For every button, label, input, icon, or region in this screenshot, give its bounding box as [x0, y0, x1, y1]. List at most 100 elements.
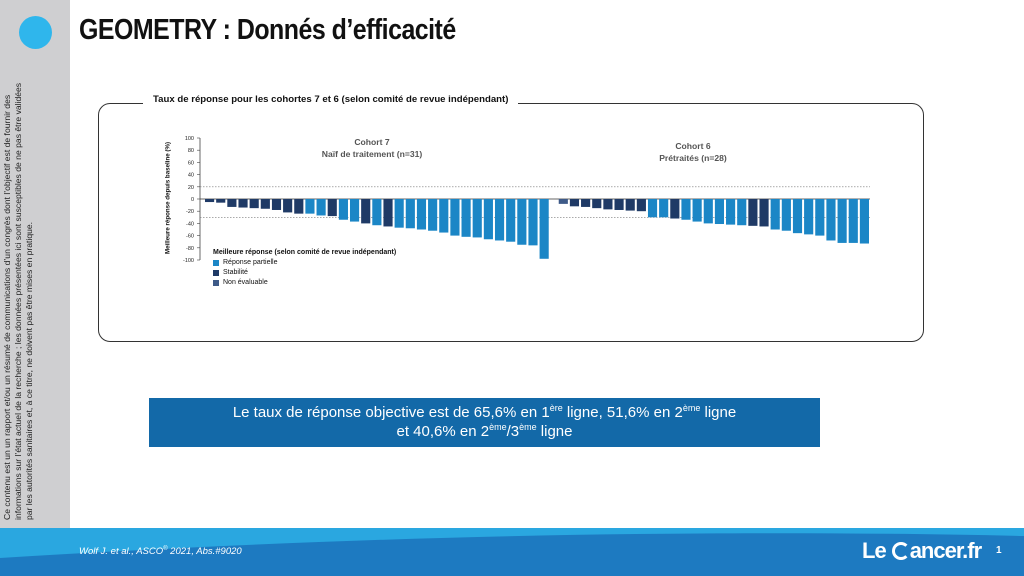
chart-bar	[294, 199, 304, 214]
logo-c-icon	[891, 542, 910, 560]
chart-bar	[625, 199, 635, 211]
chart-bar	[859, 199, 869, 244]
footer-bar	[0, 528, 1024, 576]
banner-text: /3	[506, 423, 520, 440]
banner-sup: ère	[549, 403, 563, 413]
chart-bar	[305, 199, 315, 214]
figure-frame-title: Taux de réponse pour les cohortes 7 et 6…	[143, 94, 519, 105]
banner-sup: ème	[489, 422, 507, 432]
chart-bar	[517, 199, 527, 245]
cohort-7-label: Cohort 7 Naïf de traitement (n=31)	[302, 136, 442, 160]
chart-bar	[848, 199, 858, 243]
cohort-7-subtitle: Naïf de traitement (n=31)	[321, 149, 423, 159]
y-tick-label: -40	[186, 221, 194, 227]
chart-bar	[483, 199, 493, 240]
legend-title: Meilleure réponse (selon comité de revue…	[213, 249, 397, 256]
chart-bar	[205, 199, 215, 203]
chart-bar	[528, 199, 538, 246]
chart-bar	[416, 199, 427, 230]
y-tick-label: 80	[188, 148, 194, 154]
banner-line-2: et 40,6% en 2ème/3ème ligne	[149, 422, 820, 441]
chart-bar	[216, 199, 226, 203]
chart-bar	[372, 199, 382, 226]
y-tick-label: 20	[188, 185, 194, 191]
logo-text-rest: ancer.fr	[909, 538, 982, 563]
chart-bar	[349, 199, 360, 222]
page-title: GEOMETRY : Donnés d’efficacité	[79, 14, 456, 46]
y-tick-label: 60	[188, 160, 194, 166]
legend-swatch-partial-response	[213, 260, 219, 266]
banner-text: ligne, 51,6% en 2	[562, 404, 683, 421]
cohort-6-label: Cohort 6 Prétraités (n=28)	[638, 140, 748, 164]
y-tick-label: -60	[186, 234, 194, 240]
chart-bar	[614, 199, 624, 210]
chart-bar	[770, 199, 780, 230]
citation-text: Wolf J. et al., ASCO	[79, 546, 164, 558]
chart-legend: Meilleure réponse (selon comité de revue…	[213, 248, 396, 288]
chart-bar	[748, 199, 758, 226]
cohort-6-name: Cohort 6	[675, 141, 711, 151]
legend-swatch-not-evaluable	[213, 280, 219, 286]
chart-bar	[260, 199, 270, 209]
chart-bar	[569, 199, 580, 207]
chart-bar	[636, 199, 646, 212]
chart-bar	[670, 199, 680, 219]
chart-bar	[792, 199, 803, 234]
chart-bar	[647, 199, 658, 218]
banner-line-1: Le taux de réponse objective est de 65,6…	[149, 403, 820, 422]
chart-bar	[461, 199, 471, 237]
chart-bar	[759, 199, 769, 227]
chart-bar	[271, 199, 282, 210]
chart-bar	[227, 199, 237, 207]
legend-label: Non évaluable	[223, 279, 268, 286]
chart-bar	[361, 199, 371, 224]
chart-bar	[603, 199, 613, 210]
citation-sup: ®	[163, 546, 168, 552]
chart-bar	[804, 199, 814, 235]
chart-bar	[283, 199, 293, 213]
chart-bar	[815, 199, 825, 236]
chart-bar	[439, 199, 449, 233]
banner-text: ligne	[536, 423, 573, 440]
chart-bar	[428, 199, 438, 231]
banner-text: ligne	[700, 404, 737, 421]
chart-bar	[394, 199, 404, 228]
legend-item-stable: Stabilité	[213, 268, 396, 278]
lecancer-logo[interactable]: Le ancer.fr	[862, 538, 982, 564]
y-tick-label: -20	[186, 209, 194, 215]
chart-bar	[472, 199, 482, 238]
y-axis-label: Meilleure réponse depuis baseline (%)	[164, 141, 172, 255]
chart-bar	[726, 199, 736, 225]
citation: Wolf J. et al., ASCO® 2021, Abs.#9020	[79, 546, 242, 557]
chart-bar	[249, 199, 259, 209]
footer-wave-decoration	[0, 528, 1024, 558]
chart-bar	[539, 199, 549, 259]
chart-bar	[592, 199, 602, 209]
chart-bar	[581, 199, 591, 207]
chart-bar	[826, 199, 836, 241]
chart-bar	[737, 199, 747, 226]
chart-bar	[837, 199, 847, 243]
legend-label: Stabilité	[223, 269, 248, 276]
logo-text-le: Le	[862, 538, 887, 563]
chart-bar	[506, 199, 516, 242]
key-result-banner: Le taux de réponse objective est de 65,6…	[149, 398, 820, 447]
banner-text: Le taux de réponse objective est de 65,6…	[232, 404, 550, 421]
chart-bar	[558, 199, 568, 204]
legend-label: Réponse partielle	[223, 259, 278, 266]
banner-sup: ème	[682, 403, 701, 413]
y-tick-label: -100	[183, 258, 194, 264]
chart-bar	[781, 199, 791, 231]
cohort-6-subtitle: Prétraités (n=28)	[659, 153, 727, 163]
page-number: 1	[996, 545, 1002, 556]
waterfall-chart: 100 80 60 40 20 0 -20 -40 -60 -80 -100	[183, 136, 870, 264]
legend-swatch-stable	[213, 270, 219, 276]
banner-sup: ème	[519, 422, 537, 432]
chart-bar	[316, 199, 326, 216]
legend-item-partial-response: Réponse partielle	[213, 258, 396, 268]
disclaimer-text: Ce contenu est un un rapport et/ou un ré…	[2, 82, 34, 520]
citation-text: 2021, Abs.#9020	[167, 546, 242, 558]
chart-bar	[238, 199, 248, 208]
brand-dot-icon	[19, 16, 52, 49]
legend-item-not-evaluable: Non évaluable	[213, 278, 396, 288]
